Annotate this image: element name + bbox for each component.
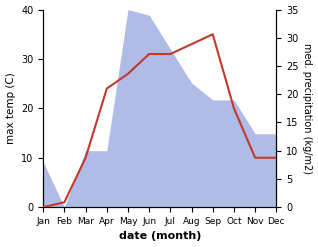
Y-axis label: med. precipitation (kg/m2): med. precipitation (kg/m2) bbox=[302, 43, 313, 174]
Y-axis label: max temp (C): max temp (C) bbox=[5, 72, 16, 144]
X-axis label: date (month): date (month) bbox=[119, 231, 201, 242]
